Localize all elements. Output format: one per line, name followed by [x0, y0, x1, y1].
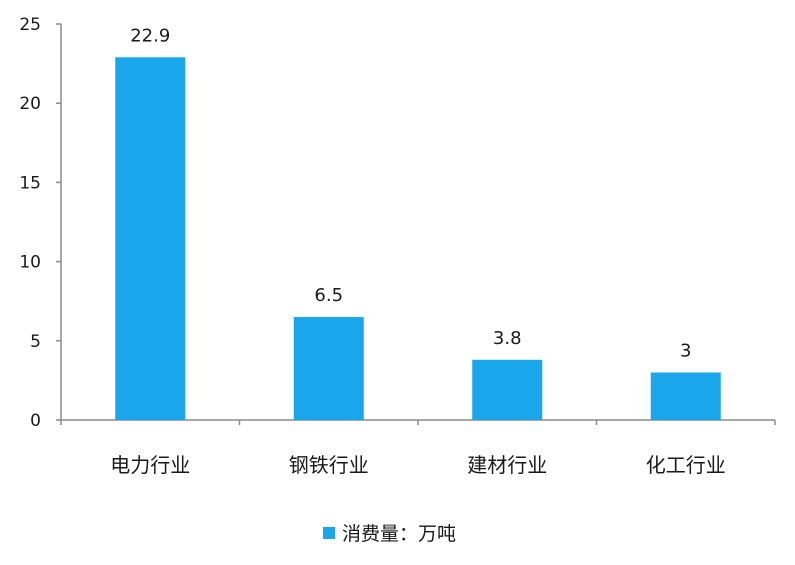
bar: [472, 359, 543, 420]
data-label: 3.8: [493, 328, 522, 349]
labels: 22.9 电力行业 6.5 钢铁行业 3.8 建材行业 3 化工行业: [110, 25, 726, 477]
y-tick-label: 10: [19, 253, 41, 273]
data-label: 22.9: [130, 25, 170, 46]
y-tick-label: 15: [19, 173, 41, 193]
category-label: 钢铁行业: [289, 453, 369, 477]
legend-label: 消费量：万吨: [342, 523, 456, 545]
category-label: 电力行业: [110, 453, 190, 477]
bar: [650, 372, 721, 420]
y-tick-label: 20: [19, 94, 41, 114]
bar: [293, 317, 364, 420]
data-label: 6.5: [314, 285, 343, 306]
y-tick-label: 5: [30, 332, 41, 352]
data-label: 3: [680, 340, 691, 361]
y-tick-label: 25: [19, 15, 41, 35]
category-label: 建材行业: [467, 453, 547, 477]
legend: 消费量：万吨: [323, 523, 456, 545]
bars: [115, 57, 721, 420]
legend-swatch: [323, 527, 335, 539]
bar: [115, 57, 186, 420]
y-tick-label: 0: [30, 411, 41, 431]
category-label: 化工行业: [646, 453, 726, 477]
